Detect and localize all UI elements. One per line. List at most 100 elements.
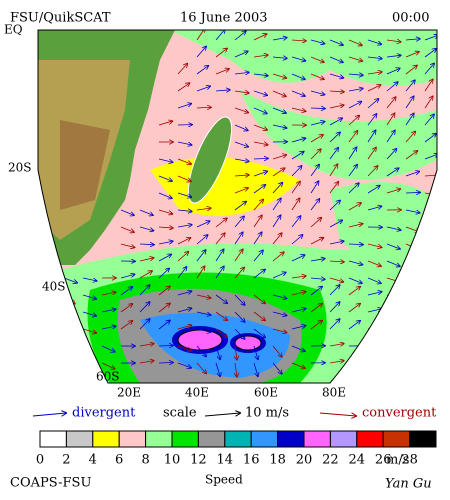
wind-arrow: [329, 344, 344, 346]
wind-arrow: [405, 209, 420, 213]
lat-label: 60S: [96, 370, 120, 384]
wind-arrow: [215, 218, 227, 228]
colorbar-tick: 2: [62, 453, 70, 468]
wind-arrow: [158, 345, 173, 346]
wind-arrow: [405, 80, 415, 92]
wind-arrow: [82, 294, 96, 299]
colorbar-tick: 4: [89, 453, 97, 468]
header-center: 16 June 2003: [180, 11, 268, 26]
wind-arrow: [196, 46, 206, 58]
wind-arrow: [272, 57, 287, 58]
wind-arrow: [272, 183, 282, 194]
wind-arrow: [367, 130, 376, 143]
colorbar-tick: 0: [36, 453, 44, 468]
colorbar-tick: 10: [164, 453, 181, 468]
wind-arrow: [424, 134, 436, 143]
wind-arrow: [82, 345, 91, 357]
wind-arrow: [196, 250, 206, 262]
wind-arrow: [63, 345, 68, 360]
wind-arrow: [272, 155, 286, 160]
wind-arrow: [272, 107, 286, 113]
wind-arrow: [158, 362, 173, 363]
wind-arrow: [120, 226, 134, 232]
wind-arrow: [253, 345, 258, 359]
wind-arrow: [253, 215, 262, 228]
wind-arrow: [386, 362, 396, 374]
wind-arrow: [253, 124, 267, 130]
wind-arrow: [367, 309, 382, 313]
wind-arrow: [424, 328, 435, 339]
wind-arrow: [424, 311, 435, 322]
wind-arrow: [386, 189, 400, 194]
wind-arrow: [386, 260, 400, 266]
colorbar-tick: 6: [115, 453, 123, 468]
wind-arrow: [424, 154, 437, 160]
wind-arrow: [329, 91, 344, 92]
wind-arrow: [291, 40, 306, 41]
wind-arrow: [196, 311, 211, 315]
wind-arrow: [291, 151, 304, 160]
wind-arrow: [158, 175, 172, 181]
wind-arrow: [424, 35, 437, 41]
wind-arrow: [424, 96, 433, 109]
wind-arrow: [348, 321, 360, 330]
wind-arrow: [310, 287, 322, 296]
wind-arrow: [386, 68, 400, 75]
header-left: FSU/QuikSCAT: [10, 11, 111, 26]
wind-arrow: [234, 232, 243, 245]
wind-arrow: [234, 107, 248, 113]
colorbar-box: [39, 430, 67, 448]
colorbar-box: [356, 430, 384, 448]
wind-arrow: [177, 308, 191, 313]
wind-arrow: [253, 55, 268, 57]
wind-arrow: [291, 107, 306, 111]
wind-arrow: [424, 243, 437, 248]
wind-arrow: [425, 362, 427, 377]
wind-arrow: [234, 311, 245, 322]
wind-arrow: [386, 328, 401, 333]
wind-arrow: [234, 124, 248, 130]
wind-arrow: [424, 63, 434, 75]
wind-arrow: [291, 166, 302, 177]
wind-arrow: [348, 131, 357, 143]
wind-arrow: [272, 215, 281, 228]
wind-arrow: [253, 328, 265, 338]
divergent-arrow: [32, 413, 66, 417]
wind-arrow: [82, 311, 96, 316]
wind-arrow: [367, 292, 382, 296]
wind-arrow: [405, 96, 414, 109]
map-frame: [37, 29, 438, 384]
wind-arrow: [253, 232, 262, 245]
legend-scale-value: 10 m/s: [245, 406, 289, 421]
wind-arrow: [177, 210, 192, 211]
wind-arrow: [44, 328, 55, 339]
colorbar-box: [197, 430, 226, 448]
wind-arrow: [63, 311, 75, 321]
wind-arrow: [424, 49, 436, 58]
wind-arrow: [196, 208, 211, 210]
wind-arrow: [348, 74, 363, 75]
wind-arrow: [329, 277, 343, 282]
wind-arrow: [329, 285, 340, 296]
wind-arrow: [177, 362, 191, 368]
wind-arrow: [101, 345, 115, 352]
wind-arrow: [177, 325, 191, 330]
wind-arrow: [215, 266, 224, 279]
wind-arrow: [386, 149, 396, 160]
wind-arrow: [405, 113, 414, 126]
wind-arrow: [310, 259, 325, 261]
legend-convergent: convergent: [362, 406, 437, 421]
wind-arrow: [215, 249, 224, 262]
wind-arrow: [386, 345, 396, 357]
wind-arrow: [367, 243, 382, 247]
colorbar-tick: 14: [217, 453, 234, 468]
wind-arrow: [177, 83, 190, 92]
colorbar-box: [65, 430, 94, 448]
wind-arrow: [310, 90, 325, 95]
wind-arrow: [424, 261, 437, 263]
wind-arrow: [310, 165, 319, 177]
scale-arrow: [204, 413, 240, 417]
wind-arrow: [196, 86, 210, 92]
wind-arrow: [82, 328, 96, 333]
wind-arrow: [234, 294, 245, 305]
